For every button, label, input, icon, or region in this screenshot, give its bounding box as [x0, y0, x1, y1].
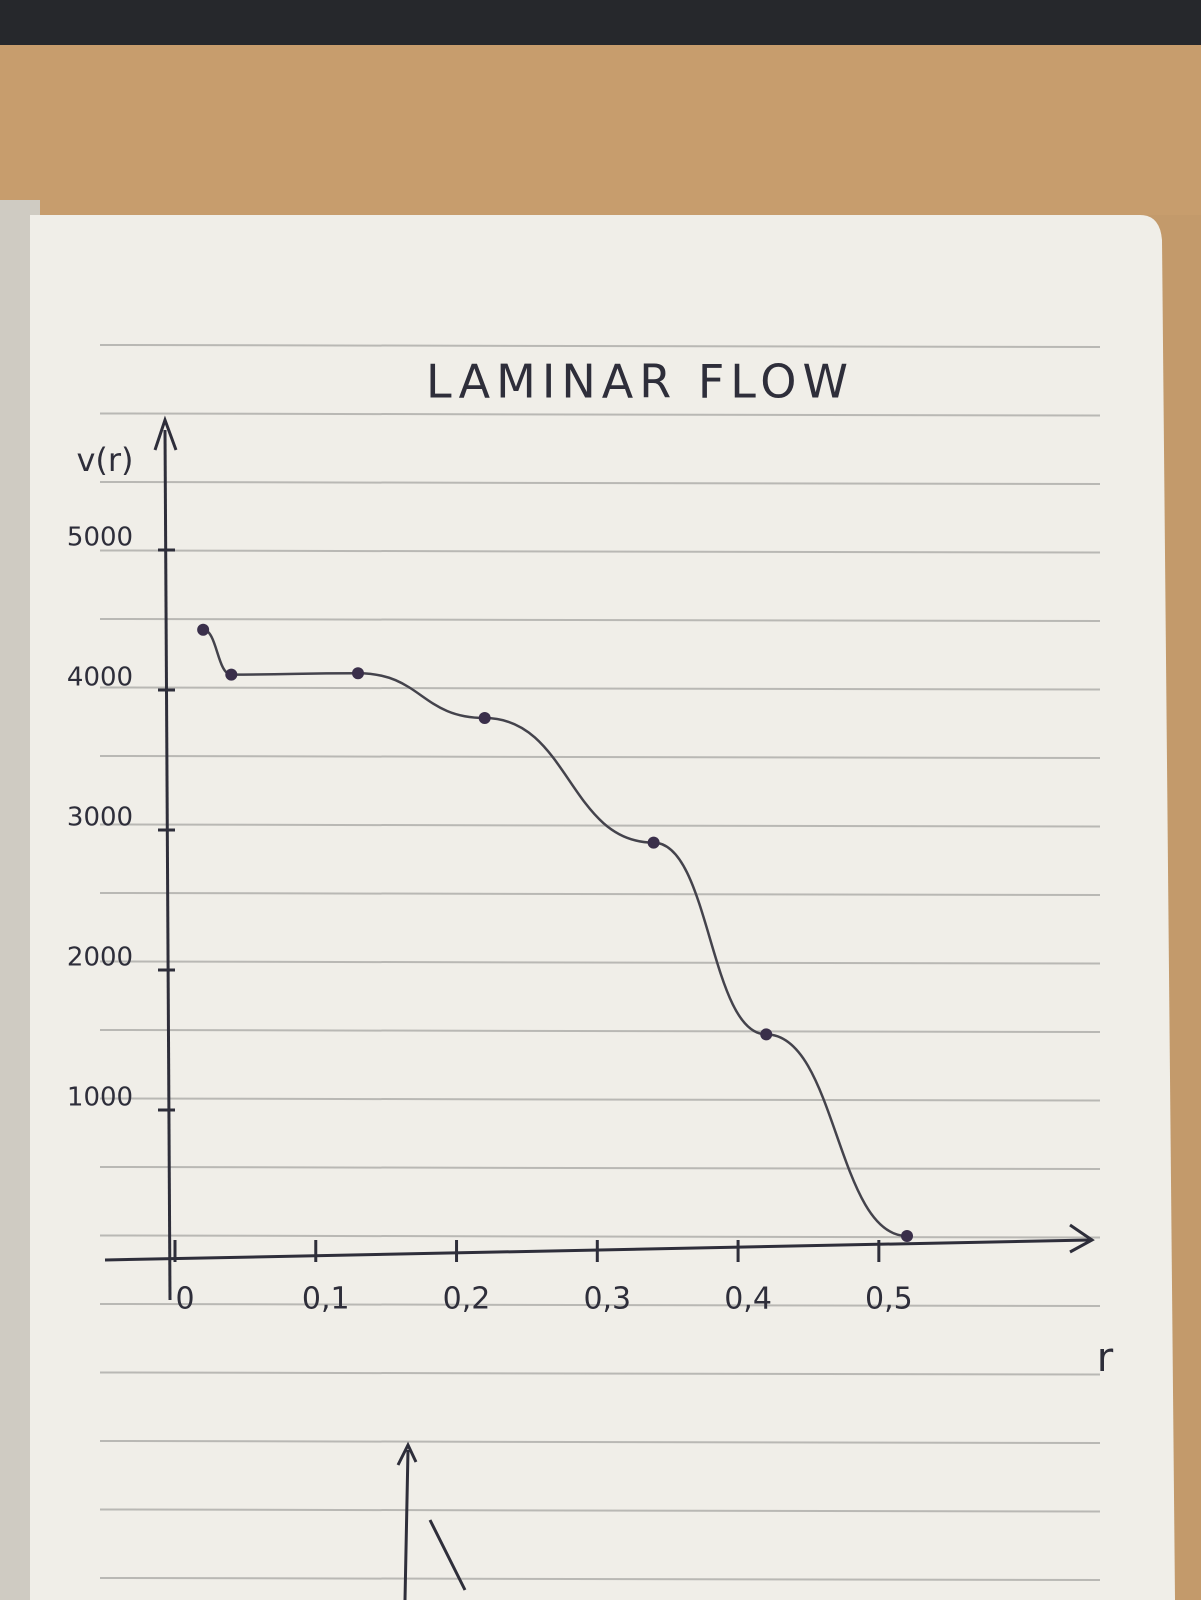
ruled-line	[99, 892, 1101, 896]
table	[0, 45, 1201, 215]
y-arrow	[153, 415, 178, 451]
y-tick-label: 1000	[67, 1083, 133, 1113]
notebook-page	[30, 215, 1175, 1600]
data-point	[901, 1230, 913, 1242]
chart-title: LAMINAR FLOW	[426, 355, 854, 409]
ruled-line	[99, 1029, 1101, 1033]
data-point	[760, 1028, 773, 1041]
x-tick-label: 0,2	[443, 1282, 491, 1317]
y-axis-label: v(r)	[76, 441, 133, 479]
ruled-line	[99, 1234, 1101, 1239]
y-tick-label: 4000	[67, 663, 133, 693]
ruled-line	[99, 755, 1101, 759]
x-axis-label: r	[1097, 1335, 1114, 1381]
ruled-line	[99, 1508, 1101, 1513]
ruled-line	[99, 1097, 1101, 1102]
ruled-line	[99, 1440, 1101, 1444]
ruled-line	[99, 686, 1101, 691]
x-tick-label: 0	[175, 1282, 194, 1317]
ruled-line	[99, 618, 1101, 622]
ruled-line	[99, 549, 1101, 554]
fit-curve	[202, 628, 908, 1238]
ruled-line	[99, 960, 1101, 965]
data-point	[225, 668, 238, 681]
x-tick-label: 0,1	[302, 1282, 350, 1317]
y-tick-label: 5000	[67, 523, 133, 553]
x-tick-label: 0,5	[865, 1282, 913, 1317]
ruled-line	[99, 1577, 1101, 1581]
ruled-lines	[99, 344, 1101, 1581]
doodle	[396, 1441, 467, 1600]
x-arrow	[1069, 1223, 1095, 1254]
ruled-line	[99, 344, 1101, 348]
y-tick-label: 3000	[67, 803, 133, 833]
data-point	[478, 712, 491, 724]
x-tick-label: 0,4	[724, 1282, 772, 1317]
ruled-line	[99, 412, 1101, 417]
data-point	[647, 836, 660, 849]
dark-edge	[0, 0, 1201, 45]
ruled-line	[99, 481, 1101, 485]
y-tick-label: 2000	[67, 943, 133, 973]
ruled-line	[99, 1371, 1101, 1376]
ruled-line	[99, 823, 1101, 828]
data-point	[197, 623, 210, 636]
ruled-line	[99, 1166, 1101, 1170]
x-tick-label: 0,3	[583, 1282, 631, 1317]
ruled-line	[99, 1303, 1101, 1307]
y-axis	[163, 429, 172, 1301]
data-point	[352, 667, 364, 680]
